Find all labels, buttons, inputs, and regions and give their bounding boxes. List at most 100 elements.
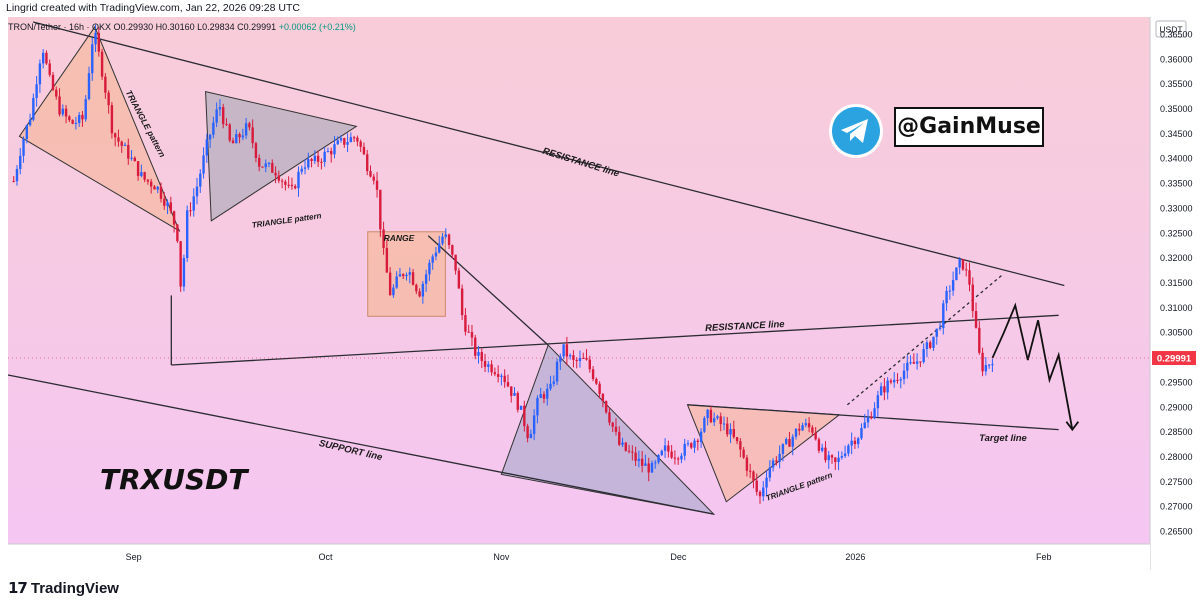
candle-body [627,450,631,452]
currency-tag-box [1155,20,1187,38]
x-tick-label: Feb [1036,552,1052,562]
candle-body [77,114,81,123]
candle-body [104,76,107,93]
footer-bar: 17 TradingView [0,570,1200,606]
candle-body [330,150,333,155]
candle-body [542,394,546,399]
candle-body [225,124,228,126]
candle-body [529,433,533,439]
y-tick-label: 0.30500 [1160,328,1193,338]
projection-arrowhead [1065,421,1080,432]
candle-body [853,440,857,445]
candle-body [189,210,192,212]
chart-frame[interactable]: USDT 0.36500 0.36000 0.35500 0.35000 0.34500 0… [0,17,1200,570]
candle-body [428,262,431,275]
candle-body [195,186,199,197]
candle-body [215,109,218,123]
x-tick-label: 2026 [845,552,865,562]
y-tick-label: 0.35500 [1160,79,1193,89]
candle-body [271,162,274,173]
candle-body [444,234,447,237]
candle-body [113,133,117,138]
candle-body [778,453,781,462]
candle-body [791,436,794,447]
y-tick-label: 0.35000 [1160,104,1193,114]
candle-body [182,258,186,287]
candle-body [241,135,245,138]
candle-body [794,428,798,437]
candle-body [287,184,290,186]
candle-body [644,463,647,466]
candle-body [323,151,326,163]
candle-body [611,422,614,427]
candle-body [500,375,503,377]
candle-body [958,259,961,268]
candle-body [559,356,562,362]
candle-body [699,431,703,442]
candle-body [640,458,644,466]
candle-body [130,157,133,159]
y-tick-label: 0.33000 [1160,203,1193,213]
candle-body [523,405,526,427]
target-line [687,404,1059,431]
candle-body [634,452,637,461]
candle-body [683,443,686,456]
candle-body [254,143,258,159]
candle-body [483,360,487,367]
candle-body [424,274,428,284]
candle-body [366,154,369,172]
candle-body [261,166,264,168]
candle-body [788,439,791,447]
candle-body [405,274,408,277]
candle-body [919,361,922,363]
x-tick-label: Oct [318,552,333,562]
candle-body [899,379,902,381]
candle-body [709,409,713,423]
left-margin [0,17,8,570]
candle-body [153,186,156,190]
candle-body [280,180,284,182]
candle-body [149,181,153,187]
candle-body [621,442,624,445]
candle-body [372,176,375,181]
last-price-tag [1152,351,1196,366]
y-tick-label: 0.36000 [1160,54,1193,64]
candle-body [775,460,778,462]
candle-body [71,120,74,124]
y-tick-label: 0.27500 [1160,477,1193,487]
candle-body [991,364,994,366]
candle-body [333,144,336,155]
candle-body [91,44,94,74]
telegram-icon [829,104,883,158]
candle-body [267,162,271,164]
candle-body [68,116,71,121]
candle-body [526,426,529,439]
candle-body [97,32,101,52]
candle-body [807,423,811,428]
candle-body [850,440,853,446]
candle-body [883,386,886,393]
last-price-label: 0.29991 [1157,354,1192,365]
candle-body [562,344,565,357]
candle-body [457,270,461,289]
candle-body [64,108,68,117]
candle-body [965,269,968,271]
candle-body [110,105,114,134]
candle-body [415,284,418,292]
candle-body [352,137,356,139]
candle-body [45,52,48,64]
candle-body [706,409,709,419]
candle-body [290,184,294,187]
candle-body [477,352,480,356]
y-tick-label: 0.31500 [1160,278,1193,288]
candle-body [434,252,438,257]
y-tick-label: 0.29500 [1160,377,1193,387]
candle-body [179,241,182,287]
candle-body [438,243,441,253]
candle-body [801,425,804,431]
candle-body [755,480,758,492]
legend-symbol: TRON/Tether · 16h · OKX [8,22,112,32]
candle-body [402,274,405,277]
candle-body [408,272,411,275]
